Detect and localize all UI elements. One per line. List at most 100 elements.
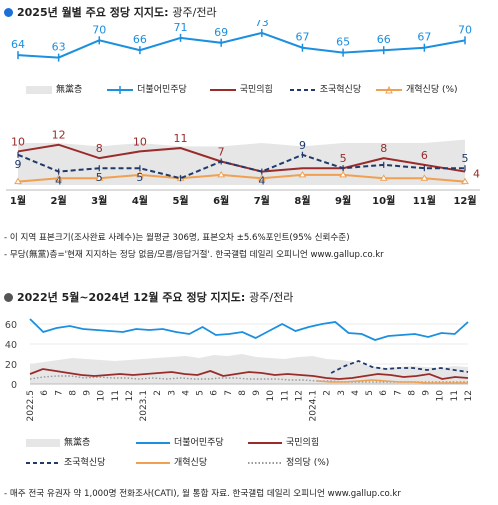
chart2-subtitle: 광주/전라: [249, 291, 294, 304]
reform-point: [461, 177, 469, 185]
reform-line: [17, 173, 466, 183]
dem-label: 70: [92, 23, 106, 36]
dem-label: 64: [11, 38, 25, 51]
chart2-legend-dem: 더불어민주당: [136, 435, 224, 448]
x-tick-label: 9월: [335, 195, 351, 207]
x-tick-label-2: 2023.1: [139, 390, 149, 422]
dem-label: 67: [295, 31, 309, 44]
x-tick-label-2: 3: [167, 390, 177, 396]
x-tick-label-2: 8: [407, 390, 417, 396]
none-area-2: [30, 354, 468, 384]
rebuild-label: 4: [258, 175, 265, 188]
reform-point: [54, 174, 63, 181]
legend2-none-swatch: [26, 438, 60, 447]
x-tick-label: 4월: [132, 195, 148, 207]
legend-ppp-swatch: [209, 88, 236, 91]
ppp-label: 12: [52, 129, 66, 142]
reform-point: [14, 177, 22, 185]
x-tick-label-2: 6: [210, 390, 220, 396]
legend-rebuild-label: 조국혁신당: [319, 85, 362, 95]
x-tick-label: 6월: [213, 195, 229, 207]
x-tick-label: 1월: [10, 195, 26, 207]
chart1-bullet-icon: [4, 8, 13, 17]
legend2-rebuild-swatch: [26, 461, 60, 464]
legend-dem: 더불어민주당: [107, 85, 187, 95]
legend2-none: 無黨층: [26, 438, 90, 448]
x-tick-label: 3월: [91, 195, 107, 207]
ppp-label: 5: [340, 152, 347, 165]
chart2-legend-reform: 개혁신당: [136, 455, 207, 468]
y-tick-label: 20: [5, 360, 17, 371]
dem-label: 71: [174, 21, 188, 34]
legend-dem-label: 더불어민주당: [137, 85, 187, 95]
rebuild-line: [17, 153, 465, 180]
x-tick-label: 12월: [453, 195, 476, 207]
dem-label: 66: [377, 33, 391, 46]
dem-label: 63: [52, 41, 66, 54]
x-tick-label-2: 10: [266, 390, 276, 402]
chart2-title-text: 2022년 5월~2024년 12월 주요 정당 지지도: [17, 291, 241, 304]
reform-point: [420, 174, 429, 181]
x-tick-label-2: 7: [393, 390, 403, 396]
dem-label: 69: [214, 26, 228, 39]
x-tick-label-2: 8: [238, 390, 248, 396]
x-tick-label-2: 7: [54, 390, 64, 396]
legend2-justice-label: 정의당 (%): [286, 458, 330, 468]
dem-label: 67: [417, 31, 431, 44]
legend2-dem-label: 더불어민주당: [174, 438, 224, 448]
chart2-title: 2022년 5월~2024년 12월 주요 정당 지지도: 광주/전라: [4, 289, 293, 305]
reform-point: [339, 170, 347, 178]
dem-label: 73: [255, 20, 269, 29]
reform-point: [95, 174, 104, 181]
x-tick-label-2: 5: [365, 390, 375, 396]
chart2-legend-row1: 無黨층: [26, 435, 90, 448]
y-tick-label: 40: [5, 340, 17, 351]
legend-rebuild-swatch: [289, 88, 316, 91]
legend-dem-swatch: [107, 85, 134, 94]
rebuild-label: 9: [299, 139, 306, 152]
ppp-label: 10: [11, 135, 25, 148]
rebuild-label: 4: [55, 175, 62, 188]
ppp-label: 8: [380, 142, 387, 155]
chart1-note-2: - 무당(無黨)층='현재 지지하는 정당 없음/모름/응답거절'. 한국갤럽 …: [4, 250, 384, 260]
x-tick-label-2: 12: [294, 390, 304, 401]
legend2-justice-swatch: [248, 461, 282, 464]
x-tick-label: 8월: [294, 195, 310, 207]
legend2-none-label: 無黨층: [64, 438, 91, 448]
y-tick-label: 60: [5, 320, 17, 331]
legend-ppp-label: 국민의힘: [239, 85, 273, 95]
x-tick-label-2: 11: [111, 390, 121, 401]
chart2-legend-justice: 정의당 (%): [248, 455, 329, 468]
ppp-label: 7: [218, 146, 225, 159]
reform-point: [298, 170, 307, 178]
x-tick-label-2: 2022.5: [26, 390, 36, 422]
legend-reform: 개혁신당 (%): [376, 85, 458, 95]
legend2-reform-label: 개혁신당: [174, 458, 208, 468]
chart1-title-text: 2025년 월별 주요 정당 지지도: [17, 6, 165, 19]
x-tick-label-2: 9: [422, 390, 432, 396]
rebuild-label: 5: [136, 171, 143, 184]
x-tick-label-2: 4: [181, 390, 191, 396]
dem-line-2: [29, 318, 469, 341]
x-tick-label-2: 10: [436, 390, 446, 402]
x-tick-label-2: 3: [337, 390, 347, 396]
x-tick-label-2: 11: [280, 390, 290, 401]
legend2-ppp-swatch: [248, 441, 282, 444]
none-area: [18, 139, 465, 185]
reform-line-2: [317, 379, 468, 384]
chart2-bullet-icon: [4, 293, 13, 302]
dem-line: [17, 31, 466, 59]
x-tick-label-2: 12: [125, 390, 135, 401]
x-tick-label-2: 11: [450, 390, 460, 401]
x-tick-label-2: 9: [252, 390, 262, 396]
y-tick-label: 0: [11, 380, 17, 391]
chart1-title: 2025년 월별 주요 정당 지지도: 광주/전라: [4, 4, 217, 20]
reform-point: [136, 170, 144, 178]
chart2-legend-rebuild: 조국혁신당: [26, 455, 105, 468]
x-tick-label-2: 2: [153, 390, 163, 396]
legend-none-swatch: [26, 85, 52, 94]
reform-point: [217, 170, 226, 178]
ppp-label: 10: [133, 135, 147, 148]
x-tick-label-2: 5: [196, 390, 206, 396]
